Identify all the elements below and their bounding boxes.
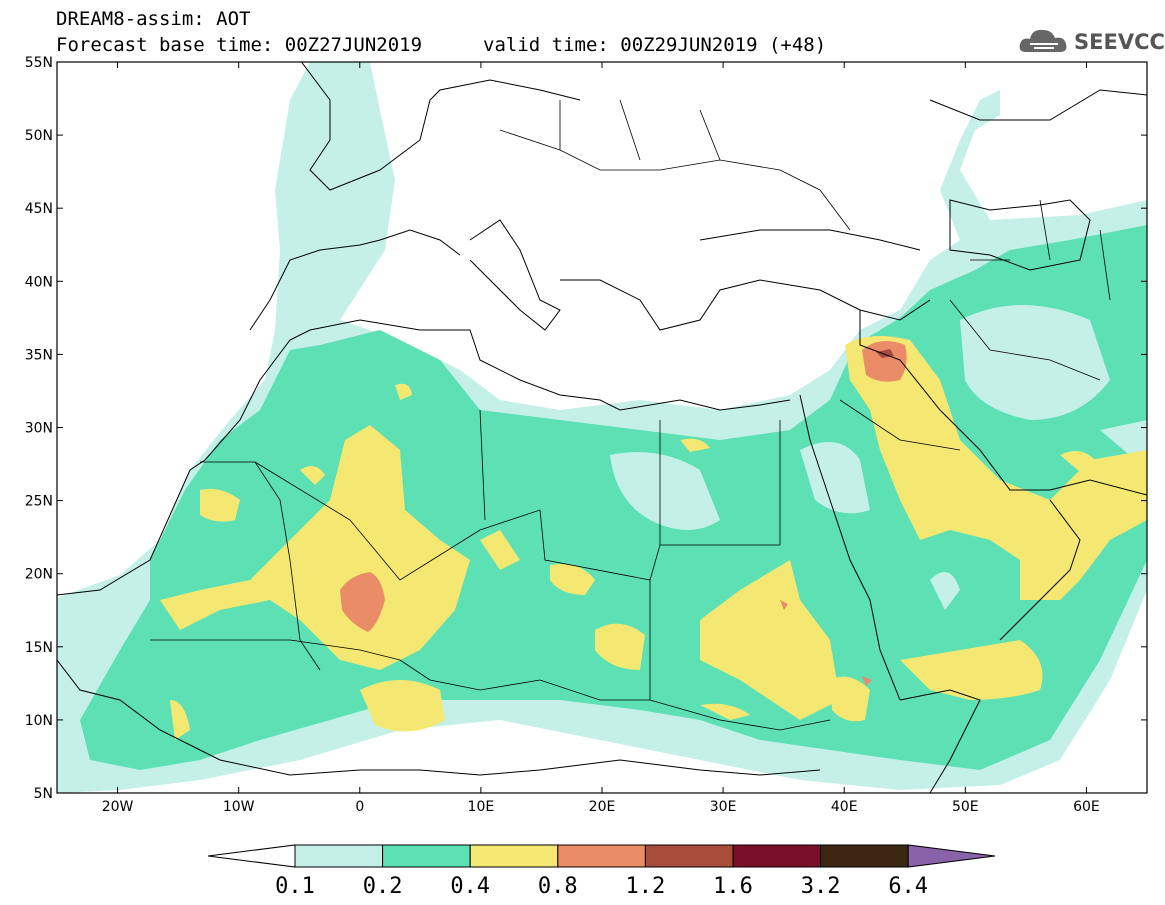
aot-contour-0.4	[200, 488, 240, 522]
colorbar-label: 0.4	[450, 874, 490, 899]
aot-contour-0.4	[680, 438, 710, 452]
country-borders	[150, 99, 1111, 731]
aot-contour-0.4	[170, 700, 190, 740]
cloud-icon	[1019, 29, 1067, 52]
aot-contour-0.1-inner	[930, 572, 960, 610]
colorbar-over-arrow	[907, 844, 996, 868]
aot-contour-0.4	[360, 680, 445, 732]
aot-contour-0.1-inner	[960, 305, 1110, 420]
aot-contour-0.4	[550, 564, 595, 595]
aot-contour-0.1-inner	[610, 452, 720, 530]
latitude-axis: 5N 10N 15N 20N 25N 30N 35N 40N 45N 50N 55N	[25, 55, 1147, 802]
lon-tick-label: 10W	[223, 799, 255, 815]
valid-time: valid time: 00Z29JUN2019 (+48)	[483, 34, 827, 56]
colorbar-label: 0.8	[538, 874, 578, 899]
lat-tick-label: 10N	[25, 713, 53, 729]
aot-field	[57, 62, 1147, 793]
colorbar-swatch	[294, 844, 384, 868]
aot-contour-0.1-inner	[800, 442, 870, 514]
colorbar-swatch	[469, 844, 559, 868]
aot-contour-0.8	[862, 676, 872, 686]
colorbar-label: 1.6	[713, 874, 753, 899]
lat-tick-label: 45N	[25, 201, 53, 217]
base-time: Forecast base time: 00Z27JUN2019	[56, 34, 423, 56]
lon-tick-label: 20E	[589, 799, 616, 815]
lat-tick-label: 35N	[25, 347, 53, 363]
aot-contour-0.4	[160, 425, 470, 670]
aot-contour-0.4	[1060, 451, 1095, 472]
aot-contour-0.8	[862, 341, 907, 382]
lat-tick-label: 25N	[25, 494, 53, 510]
logo-text: SEEVCCC	[1074, 30, 1165, 54]
aot-contour-0.4	[900, 640, 1043, 700]
aot-contour-0.4	[845, 336, 1147, 600]
aot-contour-0.4	[830, 676, 870, 722]
aot-contour-0.4	[595, 623, 645, 670]
lon-tick-label: 10E	[468, 799, 495, 815]
aot-contour-0.4	[700, 703, 750, 720]
lat-tick-label: 20N	[25, 567, 53, 583]
colorbar-label: 1.2	[626, 874, 666, 899]
lat-tick-label: 50N	[25, 128, 53, 144]
colorbar: 0.1 0.2 0.4 0.8 1.2 1.6 3.2 6.4	[207, 844, 996, 899]
aot-contour-0.8	[340, 572, 385, 632]
lat-tick-label: 55N	[25, 55, 53, 71]
lon-tick-label: 40E	[831, 799, 858, 815]
colorbar-label: 0.2	[363, 874, 403, 899]
colorbar-swatch	[644, 844, 734, 868]
lon-tick-label: 0	[355, 799, 364, 815]
lon-tick-label: 20W	[102, 799, 134, 815]
aot-contour-0.4	[700, 560, 840, 720]
chart-title: DREAM8-assim: AOT	[56, 8, 251, 30]
coastlines	[57, 62, 1147, 793]
colorbar-label: 6.4	[888, 874, 928, 899]
aot-contour-0.8	[780, 600, 788, 610]
colorbar-label: 3.2	[801, 874, 841, 899]
aot-contour-0.4	[395, 383, 412, 400]
lon-tick-label: 60E	[1073, 799, 1100, 815]
lat-tick-label: 30N	[25, 421, 53, 437]
colorbar-swatch	[732, 844, 822, 868]
colorbar-swatch	[382, 844, 471, 868]
lon-tick-label: 30E	[710, 799, 737, 815]
colorbar-label: 0.1	[275, 874, 315, 899]
longitude-axis: 20W 10W 0 10E 20E 30E 40E 50E 60E	[102, 62, 1100, 815]
colorbar-swatch	[820, 844, 909, 868]
lat-tick-label: 15N	[25, 640, 53, 656]
seevccc-logo: SEEVCCC	[1018, 24, 1165, 58]
lon-tick-label: 50E	[952, 799, 979, 815]
aot-contour-0.4	[300, 466, 325, 485]
lat-tick-label: 40N	[25, 274, 53, 290]
aot-contour-0.4	[480, 530, 520, 570]
colorbar-swatch	[557, 844, 646, 868]
lat-tick-label: 5N	[34, 786, 53, 802]
colorbar-under-arrow	[207, 844, 296, 868]
